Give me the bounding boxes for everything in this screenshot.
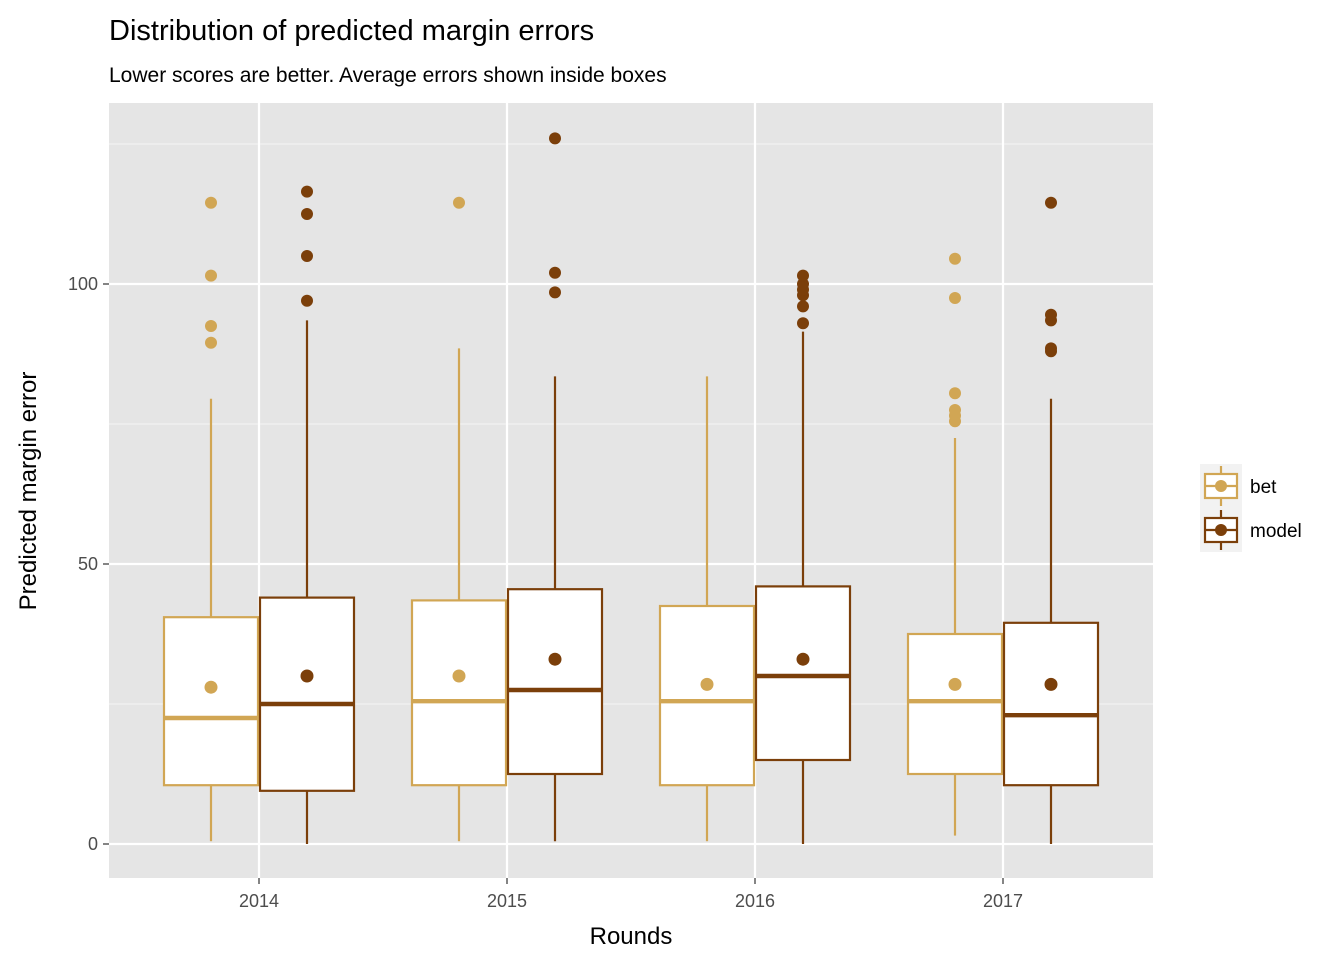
outlier-point (949, 252, 961, 265)
box-body (162, 616, 260, 787)
box-model-2016 (754, 269, 852, 844)
legend-label: model (1250, 521, 1302, 542)
mean-point (1044, 677, 1058, 691)
y-axis-ticks: 0 50 100 (68, 274, 109, 854)
x-axis-title: Rounds (590, 923, 673, 950)
outlier-point (1045, 342, 1057, 355)
box-model-2017 (1002, 196, 1100, 844)
x-tick-label: 2014 (239, 891, 279, 911)
outlier-point (549, 266, 561, 279)
outlier-point (797, 317, 809, 330)
y-tick-label: 0 (88, 834, 98, 854)
box-body (1002, 621, 1100, 787)
outlier-point (205, 196, 217, 209)
mean-point (796, 652, 810, 666)
outlier-point (549, 286, 561, 299)
box-bet-2017 (906, 252, 1004, 836)
box-body (506, 588, 604, 776)
mean-point (548, 652, 562, 666)
box-bet-2016 (658, 376, 756, 842)
box-bet-2014 (162, 196, 260, 842)
outlier-point (301, 208, 313, 220)
outlier-point (1045, 196, 1057, 209)
outlier-point (301, 185, 313, 198)
outlier-point (949, 404, 961, 416)
outlier-point (1045, 308, 1057, 321)
y-tick-label: 50 (78, 554, 98, 574)
x-axis-ticks: 2014 2015 2016 2017 (239, 878, 1023, 911)
mean-point (700, 677, 714, 691)
box-body (658, 604, 756, 787)
legend-key-point (1215, 480, 1227, 492)
outlier-point (797, 278, 809, 290)
legend-key-point (1215, 524, 1227, 536)
box-model-2015 (506, 132, 604, 842)
legend-item-model: model (1200, 508, 1302, 552)
box-body (906, 632, 1004, 776)
legend-item-bet: bet (1200, 464, 1277, 508)
y-tick-label: 100 (68, 274, 98, 294)
box-model-2014 (258, 185, 356, 844)
mean-point (300, 669, 314, 683)
x-tick-label: 2015 (487, 891, 527, 911)
box-bet-2015 (410, 196, 508, 842)
outlier-point (301, 294, 313, 307)
legend-label: bet (1250, 477, 1277, 498)
chart-subtitle: Lower scores are better. Average errors … (109, 64, 667, 87)
outlier-point (205, 320, 217, 332)
x-tick-label: 2016 (735, 891, 775, 911)
outlier-point (301, 250, 313, 262)
box-body (258, 596, 356, 792)
mean-point (948, 677, 962, 691)
outlier-point (949, 387, 961, 400)
outlier-point (453, 196, 465, 209)
y-axis-title: Predicted margin error (15, 372, 42, 611)
box-layer (162, 132, 1100, 844)
outlier-point (797, 269, 809, 282)
box-body (754, 585, 852, 762)
x-tick-label: 2017 (983, 891, 1023, 911)
legend: bet model (1200, 464, 1302, 552)
mean-point (452, 669, 466, 683)
outlier-point (549, 132, 561, 145)
outlier-point (205, 269, 217, 282)
outlier-point (797, 300, 809, 313)
box-body (410, 599, 508, 787)
outlier-point (949, 292, 961, 304)
mean-point (204, 680, 218, 694)
chart-title: Distribution of predicted margin errors (109, 15, 594, 47)
outlier-point (205, 336, 217, 349)
